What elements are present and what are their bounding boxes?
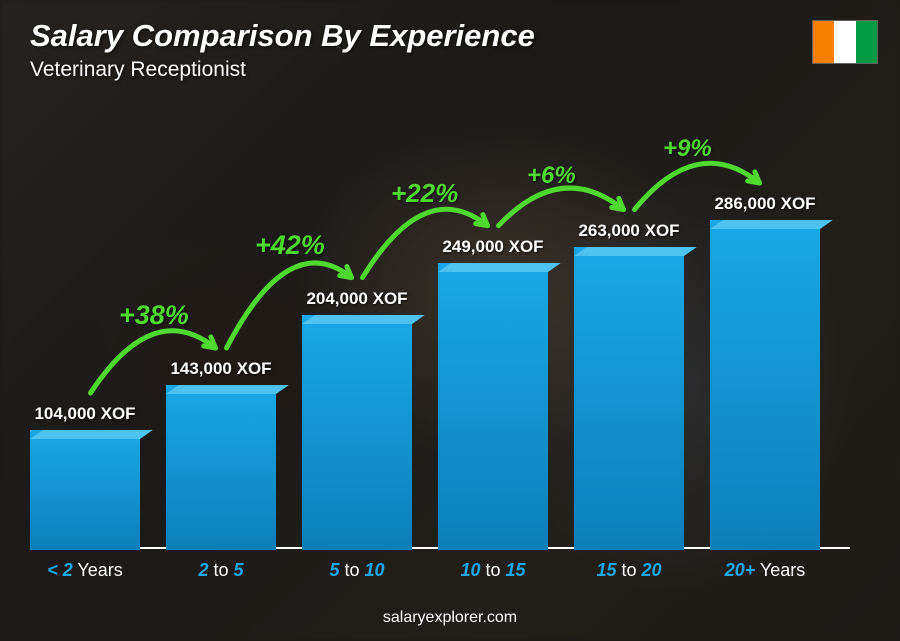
bar-front [574, 247, 684, 550]
bar-top [574, 247, 697, 256]
bar-top [166, 385, 289, 394]
growth-label: +38% [119, 300, 189, 331]
bar-1: 143,000 XOF 2 to 5 [166, 359, 276, 581]
bar-front [302, 315, 412, 550]
page-subtitle: Veterinary Receptionist [30, 58, 246, 82]
bar-front [710, 220, 820, 550]
bar-shape [30, 430, 140, 550]
bar-x-label: 10 to 15 [460, 560, 525, 581]
growth-label: +9% [663, 135, 712, 163]
bar-x-label: 2 to 5 [198, 560, 243, 581]
bar-front [30, 430, 140, 550]
bar-shape [574, 247, 684, 550]
bar-x-label: 5 to 10 [329, 560, 384, 581]
bar-3: 249,000 XOF 10 to 15 [438, 237, 548, 581]
bar-value-label: 143,000 XOF [170, 359, 271, 379]
flag-stripe-2 [834, 21, 855, 63]
bar-chart: 104,000 XOF < 2 Years 143,000 XOF 2 to 5 +38… [30, 100, 850, 581]
flag-stripe-1 [813, 21, 834, 63]
bar-x-label: 20+ Years [725, 560, 806, 581]
flag-stripe-3 [856, 21, 877, 63]
bar-value-label: 249,000 XOF [442, 237, 543, 257]
bar-top [302, 315, 425, 324]
bar-4: 263,000 XOF 15 to 20 [574, 221, 684, 581]
bar-value-label: 204,000 XOF [306, 289, 407, 309]
bar-x-label: 15 to 20 [596, 560, 661, 581]
bar-value-label: 263,000 XOF [578, 221, 679, 241]
page-title: Salary Comparison By Experience [30, 18, 535, 54]
bar-shape [302, 315, 412, 550]
bar-5: 286,000 XOF 20+ Years [710, 194, 820, 581]
bar-value-label: 104,000 XOF [34, 404, 135, 424]
bar-front [438, 263, 548, 550]
bar-top [438, 263, 561, 272]
bar-2: 204,000 XOF 5 to 10 [302, 289, 412, 581]
growth-label: +6% [527, 162, 576, 190]
bar-top [30, 430, 153, 439]
bar-shape [710, 220, 820, 550]
bar-0: 104,000 XOF < 2 Years [30, 404, 140, 581]
growth-label: +42% [255, 230, 325, 261]
bar-top [710, 220, 833, 229]
footer-credit: salaryexplorer.com [0, 609, 900, 627]
content-layer: Salary Comparison By Experience Veterina… [0, 0, 900, 641]
bar-front [166, 385, 276, 550]
bar-x-label: < 2 Years [47, 560, 123, 581]
bar-value-label: 286,000 XOF [714, 194, 815, 214]
growth-label: +22% [391, 178, 458, 209]
bar-shape [166, 385, 276, 550]
country-flag [812, 20, 878, 64]
bar-shape [438, 263, 548, 550]
